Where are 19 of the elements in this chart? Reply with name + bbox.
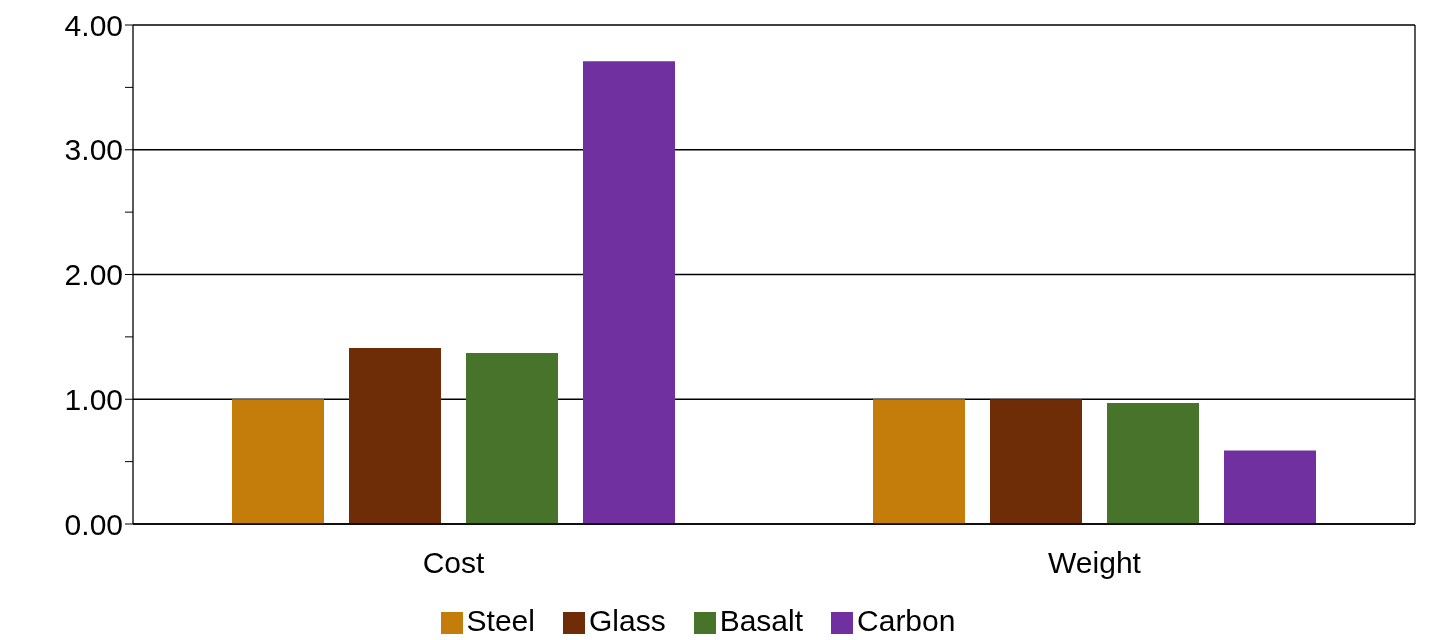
y-tick-label: 3.00 — [64, 133, 123, 167]
legend-label: Carbon — [857, 604, 956, 637]
bar — [1224, 450, 1316, 524]
y-tick-label: 4.00 — [64, 8, 123, 42]
y-tick-label: 1.00 — [64, 382, 123, 416]
bar — [873, 399, 965, 524]
bar — [583, 61, 675, 524]
bar — [232, 399, 324, 524]
bar — [466, 353, 558, 524]
bar — [990, 399, 1082, 524]
y-tick-label: 2.00 — [64, 258, 123, 292]
bar — [349, 348, 441, 524]
legend-label: Basalt — [719, 604, 804, 637]
x-tick-label: Weight — [1048, 546, 1142, 580]
legend-label: Glass — [588, 604, 666, 637]
bar — [1107, 402, 1199, 524]
legend-label: Steel — [466, 604, 535, 637]
x-tick-label: Cost — [422, 546, 486, 580]
y-tick-label: 0.00 — [64, 507, 123, 541]
